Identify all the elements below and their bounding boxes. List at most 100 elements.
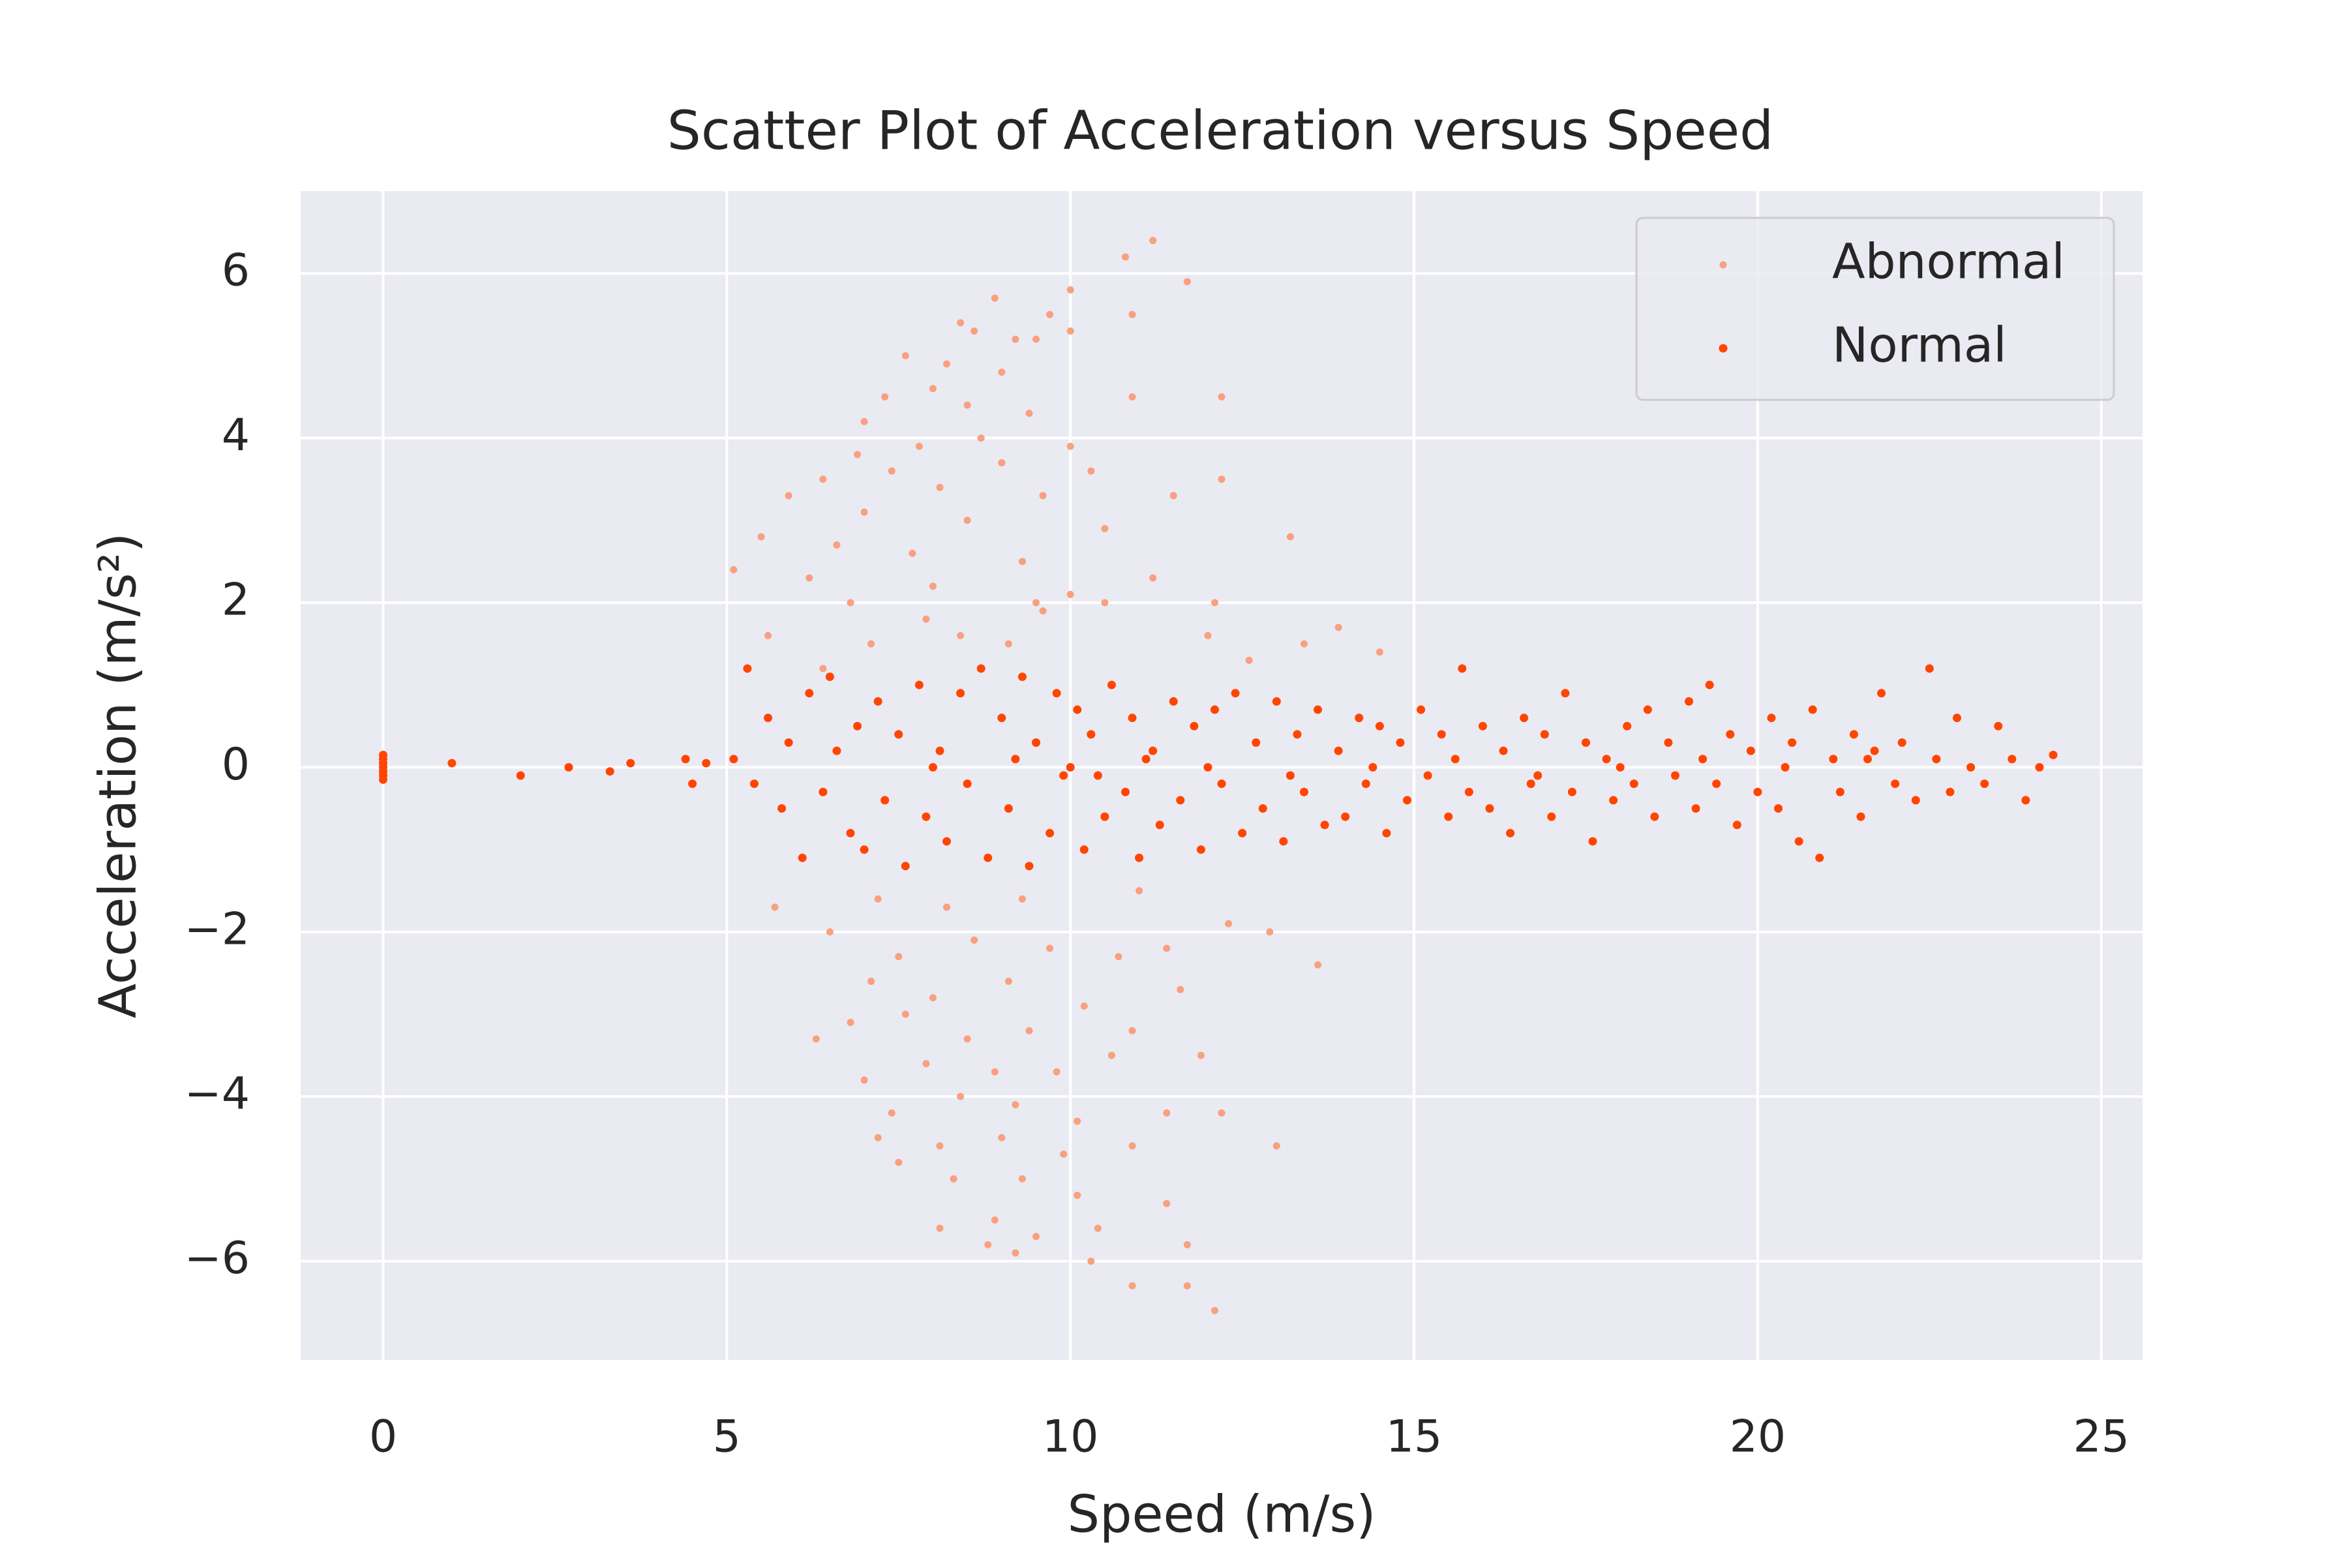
scatter-point xyxy=(888,467,896,475)
scatter-point xyxy=(832,746,841,755)
scatter-point xyxy=(1039,492,1047,500)
scatter-point xyxy=(1403,796,1412,805)
scatter-point xyxy=(1018,558,1026,565)
scatter-point xyxy=(1177,986,1184,993)
scatter-point xyxy=(942,837,952,846)
y-tick-label: 6 xyxy=(222,245,250,297)
scatter-point xyxy=(1136,887,1143,895)
x-axis-label: Speed (m/s) xyxy=(1067,1485,1376,1544)
scatter-point xyxy=(976,664,986,673)
scatter-point xyxy=(1581,738,1590,747)
scatter-point xyxy=(1423,771,1432,780)
scatter-point xyxy=(447,759,457,768)
scatter-point xyxy=(977,434,985,442)
scatter-point xyxy=(998,369,1006,376)
scatter-point xyxy=(1060,1151,1068,1158)
scatter-point xyxy=(798,853,807,862)
scatter-point xyxy=(1025,410,1033,417)
scatter-point xyxy=(914,680,924,689)
scatter-point xyxy=(1355,714,1364,723)
scatter-point xyxy=(1149,574,1157,582)
scatter-point xyxy=(936,483,944,491)
scatter-point xyxy=(1925,664,1934,673)
scatter-point xyxy=(819,475,827,483)
legend: Abnormal Normal xyxy=(1635,217,2115,401)
scatter-point xyxy=(1464,787,1473,796)
scatter-point xyxy=(1073,705,1082,714)
scatter-point xyxy=(901,1010,909,1018)
scatter-point xyxy=(998,459,1006,466)
scatter-point xyxy=(1368,762,1377,772)
scatter-point xyxy=(1190,721,1199,731)
scatter-point xyxy=(895,953,903,961)
scatter-point xyxy=(825,672,834,682)
scatter-point xyxy=(1197,1051,1205,1059)
scatter-point xyxy=(929,582,937,590)
scatter-point xyxy=(1066,590,1074,598)
scatter-point xyxy=(847,599,854,607)
scatter-point xyxy=(1540,730,1549,739)
scatter-point xyxy=(826,928,834,936)
scatter-point xyxy=(957,319,965,327)
scatter-point xyxy=(1128,393,1136,400)
scatter-point xyxy=(963,517,971,524)
scatter-point xyxy=(1101,599,1109,607)
scatter-point xyxy=(997,714,1006,723)
y-axis-label: Acceleration (m/s²) xyxy=(89,533,147,1019)
scatter-point xyxy=(901,352,909,359)
scatter-point xyxy=(915,442,923,450)
scatter-point xyxy=(729,755,738,764)
scatter-point xyxy=(1458,664,1467,673)
scatter-point xyxy=(1087,730,1096,739)
scatter-point xyxy=(1155,821,1164,830)
scatter-point xyxy=(991,1216,999,1224)
scatter-point xyxy=(1788,738,1797,747)
scatter-point xyxy=(1417,705,1426,714)
scatter-point xyxy=(1952,714,1961,723)
scatter-point xyxy=(1602,755,1611,764)
scatter-point xyxy=(971,936,978,944)
scatter-point xyxy=(702,759,711,768)
scatter-point xyxy=(1732,821,1741,830)
scatter-point xyxy=(805,689,814,698)
scatter-point xyxy=(1074,1192,1081,1199)
scatter-point xyxy=(1911,796,1920,805)
scatter-point xyxy=(1891,779,1900,789)
scatter-point xyxy=(1533,771,1543,780)
scatter-point xyxy=(1163,1199,1171,1207)
scatter-point xyxy=(378,775,387,784)
scatter-point xyxy=(1320,821,1329,830)
scatter-point xyxy=(1121,253,1129,261)
scatter-point xyxy=(516,771,525,780)
scatter-point xyxy=(1382,828,1391,837)
scatter-point xyxy=(1025,862,1034,871)
scatter-point xyxy=(812,1035,820,1043)
y-tick-label: −2 xyxy=(185,903,250,955)
scatter-point xyxy=(1499,746,1508,755)
scatter-point xyxy=(1375,721,1384,731)
scatter-point xyxy=(1087,1258,1095,1265)
scatter-point xyxy=(1149,237,1157,245)
scatter-point xyxy=(819,787,828,796)
scatter-point xyxy=(1128,1142,1136,1150)
scatter-point xyxy=(1211,599,1218,607)
scatter-point xyxy=(963,779,972,789)
scatter-point xyxy=(922,812,931,821)
scatter-point xyxy=(743,664,752,673)
scatter-point xyxy=(1829,755,1838,764)
scatter-point xyxy=(1169,492,1177,500)
scatter-point xyxy=(1053,1068,1061,1076)
scatter-point xyxy=(1258,804,1267,813)
scatter-point xyxy=(1012,335,1019,343)
scatter-point xyxy=(1046,310,1054,318)
scatter-point xyxy=(1012,1249,1019,1257)
scatter-point xyxy=(1300,640,1308,648)
scatter-point xyxy=(1032,335,1040,343)
scatter-point xyxy=(1025,1027,1033,1034)
scatter-point xyxy=(1781,762,1790,772)
chart-title: Scatter Plot of Acceleration versus Spee… xyxy=(667,100,1773,162)
scatter-point xyxy=(564,762,573,772)
scatter-point xyxy=(1163,1109,1171,1117)
scatter-point xyxy=(2021,796,2030,805)
